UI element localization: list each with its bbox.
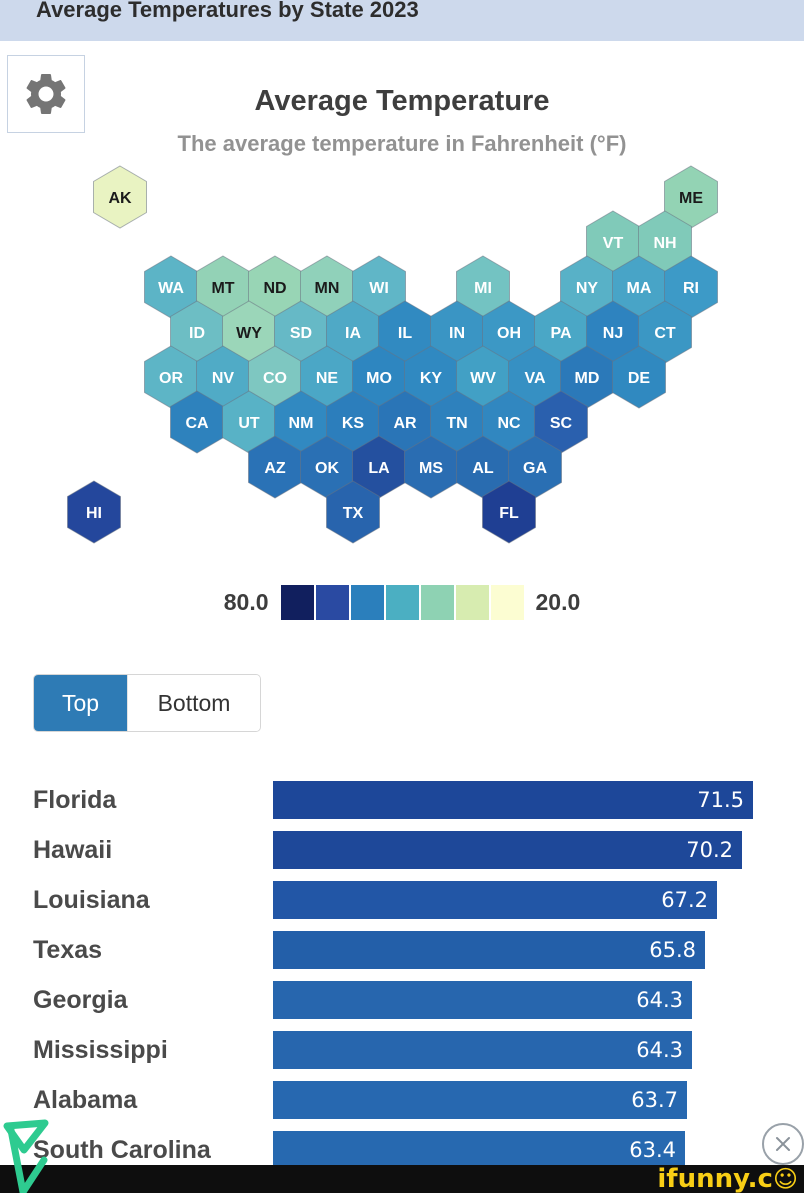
bar-value: 63.7 — [631, 1088, 678, 1112]
close-x-icon — [776, 1137, 790, 1151]
bar-value: 71.5 — [697, 788, 744, 812]
bar-state-label: Texas — [33, 935, 103, 964]
bar-state-label: South Carolina — [33, 1135, 211, 1164]
bar-row: Mississippi 64.3 — [0, 1025, 804, 1075]
bar-track: 64.3 — [273, 981, 804, 1019]
bar-value: 64.3 — [636, 1038, 683, 1062]
bar-fill[interactable]: 70.2 — [273, 831, 742, 869]
bar-value: 67.2 — [661, 888, 708, 912]
bar-track: 63.4 — [273, 1131, 804, 1169]
tab-bottom[interactable]: Bottom — [127, 675, 260, 731]
bar-fill[interactable]: 64.3 — [273, 1031, 692, 1069]
bar-fill[interactable]: 65.8 — [273, 931, 705, 969]
top-bottom-toggle: Top Bottom — [33, 674, 261, 732]
bar-state-label: Louisiana — [33, 885, 150, 914]
bar-state-label: Florida — [33, 785, 117, 814]
bar-row: Texas 65.8 — [0, 925, 804, 975]
legend-swatch — [490, 585, 524, 620]
ifunny-watermark: ifunny.c☺ — [657, 1166, 804, 1192]
bar-fill[interactable]: 67.2 — [273, 881, 717, 919]
legend-swatches — [280, 585, 524, 620]
bar-track: 64.3 — [273, 1031, 804, 1069]
bar-fill[interactable]: 63.7 — [273, 1081, 687, 1119]
chart-title: Average Temperature — [254, 85, 550, 117]
bar-fill[interactable]: 63.4 — [273, 1131, 685, 1169]
bar-state-label: Mississippi — [33, 1035, 168, 1064]
legend-min-label: 20.0 — [535, 589, 581, 615]
bar-value: 65.8 — [649, 938, 696, 962]
bar-row: South Carolina 63.4 — [0, 1125, 804, 1175]
bar-row: Georgia 64.3 — [0, 975, 804, 1025]
chart-subtitle: The average temperature in Fahrenheit (°… — [177, 131, 627, 156]
bar-value: 64.3 — [636, 988, 683, 1012]
legend-swatch — [385, 585, 419, 620]
bar-row: Alabama 63.7 — [0, 1075, 804, 1125]
bar-row: Hawaii 70.2 — [0, 825, 804, 875]
bar-state-label: Alabama — [33, 1085, 138, 1114]
ifunny-watermark-text: ifunny.c — [657, 1164, 773, 1193]
bar-fill[interactable]: 64.3 — [273, 981, 692, 1019]
hex-state-hi[interactable]: HI — [67, 480, 121, 544]
bar-row: Louisiana 67.2 — [0, 875, 804, 925]
bar-state-label: Hawaii — [33, 835, 113, 864]
gear-icon — [26, 74, 66, 114]
tab-top[interactable]: Top — [34, 675, 127, 731]
page-title: Average Temperatures by State 2023 — [36, 0, 419, 22]
smiley-icon: ☺ — [772, 1165, 798, 1193]
bar-state-label: Georgia — [33, 985, 128, 1014]
legend-swatch — [420, 585, 454, 620]
bar-value: 63.4 — [629, 1138, 676, 1162]
bar-row: Florida 71.5 — [0, 775, 804, 825]
legend-max-label: 80.0 — [223, 589, 269, 615]
ifunny-footer: ifunny.c☺ — [0, 1165, 804, 1193]
bar-track: 71.5 — [273, 781, 804, 819]
legend-swatch — [350, 585, 384, 620]
color-legend: 80.0 20.0 — [0, 585, 804, 620]
bar-value: 70.2 — [686, 838, 733, 862]
bar-track: 65.8 — [273, 931, 804, 969]
bar-chart: Florida 71.5 Hawaii 70.2 Louisiana 67.2 Texas 6… — [0, 775, 804, 1175]
legend-swatch — [280, 585, 314, 620]
bar-track: 67.2 — [273, 881, 804, 919]
legend-swatch — [315, 585, 349, 620]
hex-state-ak[interactable]: AK — [93, 165, 147, 229]
settings-button[interactable] — [7, 55, 85, 133]
legend-swatch — [455, 585, 489, 620]
close-button[interactable] — [762, 1123, 804, 1165]
bar-track: 63.7 — [273, 1081, 804, 1119]
bar-track: 70.2 — [273, 831, 804, 869]
bar-fill[interactable]: 71.5 — [273, 781, 753, 819]
page-header: Average Temperatures by State 2023 — [0, 0, 804, 41]
